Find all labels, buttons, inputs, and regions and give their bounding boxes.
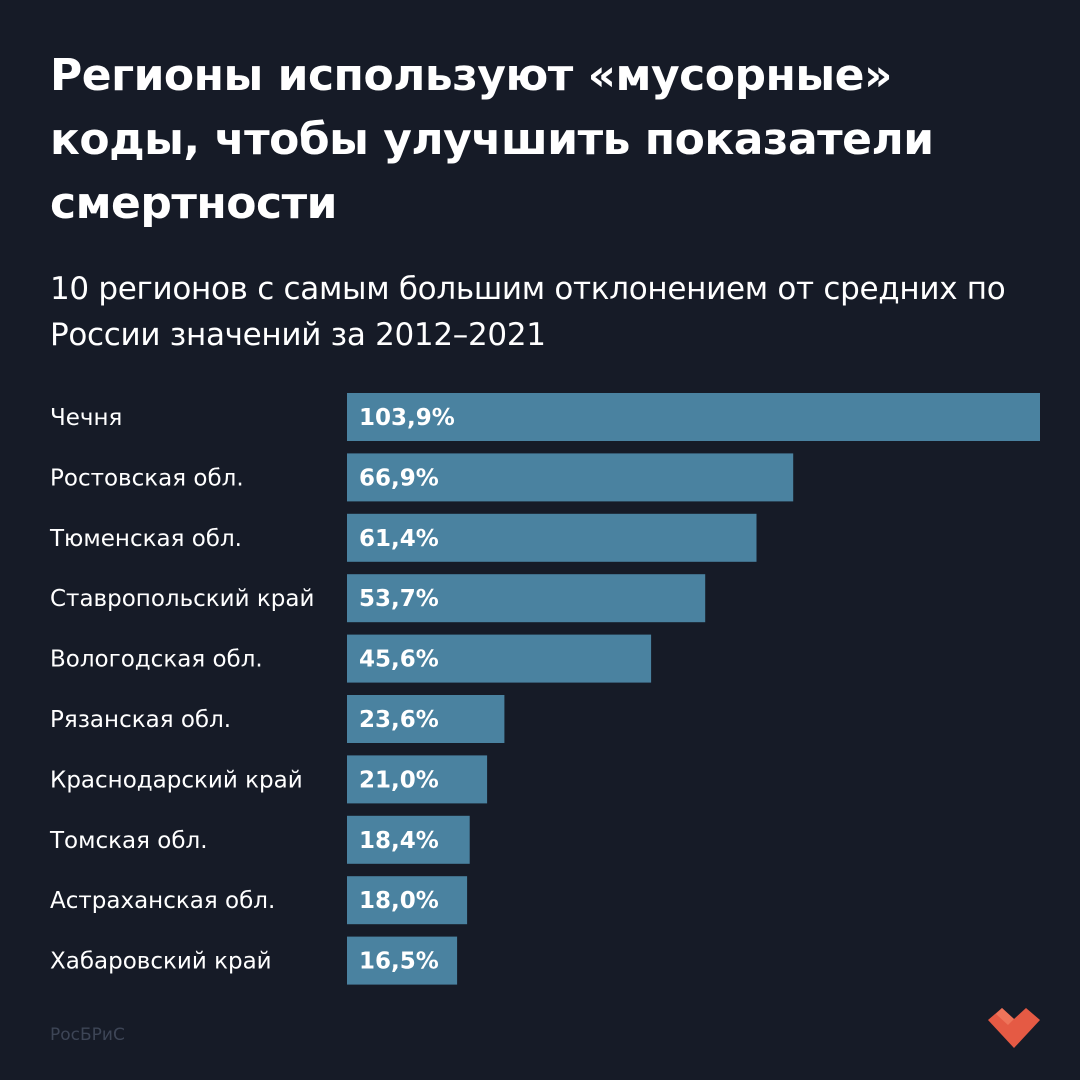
category-label-5: Рязанская обл. [50,707,231,733]
bar-1 [347,453,794,502]
value-label-7: 18,4% [359,828,439,854]
category-label-1: Ростовская обл. [50,465,244,491]
bar-0 [347,393,1040,441]
value-label-4: 45,6% [359,647,439,673]
logo-highlight [996,1008,1014,1025]
value-label-1: 66,9% [359,465,439,491]
brand-logo-icon [988,1008,1040,1048]
logo-shape [988,1008,1040,1048]
value-label-3: 53,7% [359,586,439,612]
category-label-6: Краснодарский край [50,767,303,793]
category-label-9: Хабаровский край [50,949,272,975]
bar-3 [347,574,706,623]
category-label-0: Чечня [50,405,122,431]
value-label-2: 61,4% [359,526,439,552]
category-label-4: Вологодская обл. [50,647,263,673]
bar-5 [347,695,505,743]
category-label-3: Ставропольский край [50,586,314,612]
value-label-9: 16,5% [359,949,439,975]
bar-9 [347,936,458,985]
chart-title: Регионы используют «мусорные» коды, чтоб… [50,50,934,229]
bar-6 [347,755,488,804]
category-label-2: Тюменская обл. [49,526,242,552]
chart-subtitle: 10 регионов с самым большим отклонением … [50,271,1006,353]
category-label-7: Томская обл. [49,828,208,854]
source-label: РосБРиС [50,1025,125,1045]
bar-7 [347,815,470,864]
bar-4 [347,634,652,683]
bar-2 [347,513,757,562]
value-label-0: 103,9% [359,405,455,431]
value-label-6: 21,0% [359,767,439,793]
bar-8 [347,876,468,925]
value-label-5: 23,6% [359,707,439,733]
value-label-8: 18,0% [359,888,439,914]
category-label-8: Астраханская обл. [50,888,275,914]
bar-chart: Чечня 103,9% Ростовская обл. 66,9% Тюменская… [49,393,1040,985]
